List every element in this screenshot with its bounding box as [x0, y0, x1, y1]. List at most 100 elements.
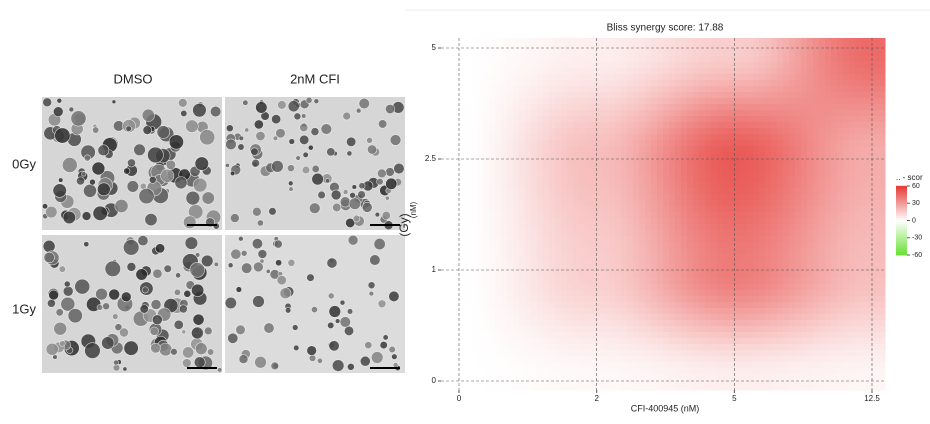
- heat-cell: [621, 254, 628, 261]
- heat-cell: [669, 128, 676, 135]
- heat-cell: [813, 164, 820, 171]
- heat-cell: [861, 50, 868, 57]
- heat-cell: [579, 362, 586, 369]
- heat-cell: [801, 302, 808, 309]
- heat-cell: [783, 212, 790, 219]
- heat-cell: [471, 302, 478, 309]
- heat-cell: [711, 206, 718, 213]
- heat-cell: [795, 200, 802, 207]
- heat-cell: [609, 62, 616, 69]
- heat-cell: [537, 230, 544, 237]
- heat-cell: [471, 326, 478, 333]
- heat-cell: [543, 194, 550, 201]
- heat-cell: [543, 218, 550, 225]
- cell: [42, 204, 48, 210]
- heat-cell: [489, 308, 496, 315]
- heat-cell: [867, 272, 874, 279]
- heat-cell: [825, 374, 832, 381]
- heat-cell: [579, 38, 586, 45]
- heat-cell: [537, 278, 544, 285]
- heat-cell: [597, 350, 604, 357]
- heat-cell: [579, 98, 586, 105]
- heat-cell: [663, 134, 670, 141]
- heat-cell: [765, 242, 772, 249]
- heat-cell: [813, 266, 820, 273]
- heat-cell: [477, 308, 484, 315]
- heat-cell: [855, 302, 862, 309]
- heat-cell: [513, 80, 520, 87]
- heat-cell: [663, 266, 670, 273]
- heat-cell: [663, 248, 670, 255]
- cell: [327, 322, 334, 329]
- heat-cell: [573, 350, 580, 357]
- heat-cell: [549, 86, 556, 93]
- heat-cell: [573, 74, 580, 81]
- heat-cell: [753, 236, 760, 243]
- heat-cell: [651, 218, 658, 225]
- heat-cell: [711, 338, 718, 345]
- heat-cell: [735, 182, 742, 189]
- heat-cell: [627, 242, 634, 249]
- heat-cell: [651, 74, 658, 81]
- heat-cell: [867, 296, 874, 303]
- heat-cell: [675, 332, 682, 339]
- cell: [150, 327, 158, 335]
- cell: [385, 104, 394, 113]
- heat-cell: [639, 110, 646, 117]
- heat-cell: [747, 350, 754, 357]
- heat-cell: [495, 212, 502, 219]
- heat-cell: [795, 50, 802, 57]
- heat-cell: [657, 308, 664, 315]
- heat-cell: [711, 320, 718, 327]
- heat-cell: [657, 98, 664, 105]
- heat-cell: [741, 110, 748, 117]
- heat-cell: [711, 116, 718, 123]
- heat-cell: [495, 80, 502, 87]
- heat-cell: [795, 296, 802, 303]
- heat-cell: [747, 320, 754, 327]
- heat-cell: [855, 146, 862, 153]
- heat-cell: [603, 56, 610, 63]
- heat-cell: [633, 278, 640, 285]
- heat-cell: [699, 344, 706, 351]
- cell: [204, 327, 212, 335]
- heat-cell: [687, 44, 694, 51]
- heat-cell: [489, 218, 496, 225]
- heat-cell: [531, 356, 538, 363]
- heat-cell: [525, 200, 532, 207]
- heat-cell: [687, 356, 694, 363]
- heat-cell: [621, 200, 628, 207]
- heat-cell: [489, 146, 496, 153]
- heat-cell: [573, 284, 580, 291]
- heat-cell: [603, 140, 610, 147]
- heat-cell: [705, 188, 712, 195]
- heat-cell: [639, 386, 646, 391]
- heat-cell: [465, 320, 472, 327]
- heat-cell: [747, 242, 754, 249]
- heat-cell: [807, 230, 814, 237]
- heat-cell: [501, 254, 508, 261]
- heat-cell: [573, 134, 580, 141]
- heat-cell: [447, 176, 454, 183]
- heat-cell: [735, 326, 742, 333]
- heat-cell: [609, 50, 616, 57]
- heat-cell: [495, 194, 502, 201]
- heat-cell: [789, 368, 796, 375]
- heat-cell: [669, 110, 676, 117]
- heat-cell: [753, 38, 760, 45]
- heat-cell: [843, 188, 850, 195]
- heat-cell: [555, 230, 562, 237]
- heat-cell: [579, 56, 586, 63]
- heat-cell: [657, 110, 664, 117]
- cell: [251, 148, 259, 156]
- heat-cell: [525, 194, 532, 201]
- heat-cell: [453, 308, 460, 315]
- heat-cell: [813, 386, 820, 391]
- heat-cell: [465, 356, 472, 363]
- heat-cell: [843, 224, 850, 231]
- cell: [264, 323, 274, 333]
- heat-cell: [783, 182, 790, 189]
- heat-cell: [717, 146, 724, 153]
- heat-cell: [627, 116, 634, 123]
- heat-cell: [573, 230, 580, 237]
